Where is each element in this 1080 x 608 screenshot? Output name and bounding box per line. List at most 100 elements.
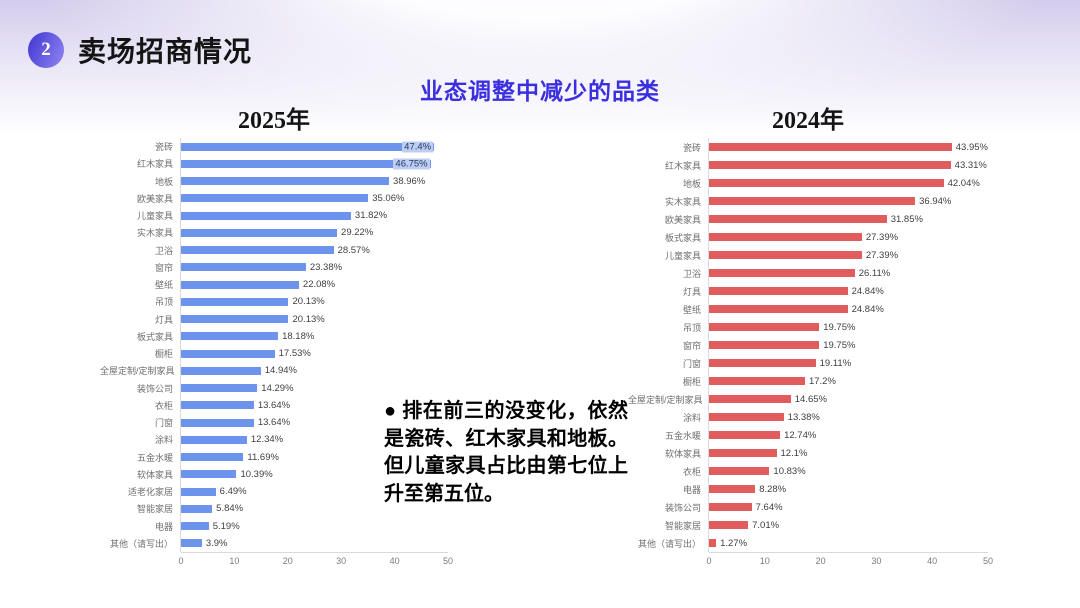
- bar-track: 10.83%: [708, 462, 988, 480]
- chart-2024: 2024年 瓷砖 43.95% 红木家具 43.31% 地板 42.04% 实木家具 36.9…: [628, 100, 993, 582]
- bar-track: 19.75%: [708, 336, 988, 354]
- bar-track: 27.39%: [708, 246, 988, 264]
- chart-row: 红木家具 46.75%: [100, 155, 448, 173]
- bar-track: 12.1%: [708, 444, 988, 462]
- category-label: 瓷砖: [154, 142, 173, 153]
- bar: [181, 504, 213, 513]
- category-label: 板式家具: [664, 232, 701, 243]
- bar: [181, 435, 247, 444]
- bar: [181, 228, 338, 237]
- bar: [709, 287, 848, 295]
- bar: [709, 449, 777, 457]
- chart-row: 灯具 20.13%: [100, 310, 448, 328]
- chart-row: 涂料 13.38%: [628, 408, 988, 426]
- x-axis-tick-label: 40: [927, 556, 938, 566]
- chart-row: 板式家具 18.18%: [100, 327, 448, 345]
- chart-2024-plot: 瓷砖 43.95% 红木家具 43.31% 地板 42.04% 实木家具 36.94% 欧美家具…: [628, 138, 988, 552]
- value-label: 23.38%: [309, 261, 343, 273]
- category-label: 欧美家具: [136, 193, 173, 204]
- bar-track: 42.04%: [708, 174, 988, 192]
- chart-row: 电器 8.28%: [628, 480, 988, 498]
- category-label: 门窗: [154, 418, 173, 429]
- x-axis-tick-label: 20: [815, 556, 826, 566]
- category-label: 卫浴: [154, 245, 173, 256]
- annotation-text: ● 排在前三的没变化，依然是瓷砖、红木家具和地板。但儿童家具占比由第七位上升至第…: [384, 400, 628, 505]
- chart-row: 窗帘 19.75%: [628, 336, 988, 354]
- bar-track: 22.08%: [180, 276, 448, 294]
- bar-track: 6.49%: [180, 483, 448, 501]
- value-label: 13.38%: [787, 411, 820, 423]
- bar: [709, 323, 820, 331]
- bar-track: 36.94%: [708, 192, 988, 210]
- category-label: 实木家具: [664, 196, 701, 207]
- category-label: 壁纸: [154, 280, 173, 291]
- category-label: 软体家具: [136, 469, 173, 480]
- chart-row: 吊顶 20.13%: [100, 293, 448, 311]
- value-label: 47.4%: [402, 141, 434, 153]
- chart-row: 门窗 13.64%: [100, 414, 448, 432]
- category-label: 装饰公司: [664, 502, 701, 513]
- value-label: 14.65%: [794, 393, 827, 405]
- bar: [181, 211, 351, 220]
- chart-row: 衣柜 13.64%: [100, 396, 448, 414]
- chart-row: 其他（请写出） 1.27%: [628, 534, 988, 552]
- chart-row: 门窗 19.11%: [628, 354, 988, 372]
- bar: [181, 366, 261, 375]
- category-label: 灯具: [682, 286, 701, 297]
- category-label: 橱柜: [682, 376, 701, 387]
- category-label: 其他（请写出）: [637, 538, 701, 549]
- value-label: 43.31%: [954, 159, 987, 171]
- category-label: 衣柜: [154, 400, 173, 411]
- category-label: 橱柜: [154, 349, 173, 360]
- value-label: 6.49%: [219, 486, 247, 498]
- category-label: 灯具: [154, 314, 173, 325]
- category-label: 衣柜: [682, 466, 701, 477]
- bar: [709, 269, 855, 277]
- bar: [181, 263, 306, 272]
- category-label: 卫浴: [682, 268, 701, 279]
- chart-row: 欧美家具 35.06%: [100, 189, 448, 207]
- bar: [181, 418, 254, 427]
- bar-track: 11.69%: [180, 448, 448, 466]
- chart-title-2025: 2025年: [238, 108, 310, 134]
- value-label: 8.28%: [759, 483, 787, 495]
- category-label: 全屋定制/定制家具: [628, 394, 703, 405]
- bar-track: 27.39%: [708, 228, 988, 246]
- bar: [709, 413, 784, 421]
- chart-row: 灯具 24.84%: [628, 282, 988, 300]
- section-number: 2: [41, 39, 51, 60]
- category-label: 涂料: [154, 435, 173, 446]
- bar: [709, 521, 749, 529]
- value-label: 31.82%: [354, 210, 388, 222]
- bar-track: 13.64%: [180, 414, 448, 432]
- value-label: 11.69%: [247, 451, 279, 463]
- value-label: 27.39%: [865, 249, 899, 261]
- bar: [709, 485, 756, 493]
- value-label: 10.83%: [773, 465, 806, 477]
- bar: 46.75%: [181, 158, 431, 170]
- value-label: 7.64%: [755, 501, 783, 513]
- category-label: 电器: [682, 484, 701, 495]
- bar: [181, 332, 279, 341]
- bar: [709, 431, 781, 439]
- value-label: 12.34%: [250, 434, 284, 446]
- bar-track: 14.29%: [180, 379, 448, 397]
- bar-track: 7.01%: [708, 516, 988, 534]
- x-axis-tick-label: 50: [982, 556, 994, 566]
- bar: [181, 315, 289, 324]
- bar: [181, 177, 390, 186]
- value-label: 10.39%: [240, 468, 273, 480]
- category-label: 涂料: [682, 412, 701, 423]
- bar: [181, 349, 275, 358]
- value-label: 7.01%: [752, 519, 780, 531]
- bar: [709, 161, 951, 169]
- chart-row: 装饰公司 14.29%: [100, 379, 448, 397]
- category-label: 全屋定制/定制家具: [100, 366, 175, 377]
- bar: [181, 384, 258, 393]
- value-label: 36.94%: [919, 195, 952, 207]
- value-label: 38.96%: [393, 175, 426, 187]
- category-label: 儿童家具: [664, 250, 701, 261]
- value-label: 5.84%: [216, 503, 244, 515]
- value-label: 22.08%: [302, 279, 336, 291]
- chart-row: 卫浴 28.57%: [100, 241, 448, 259]
